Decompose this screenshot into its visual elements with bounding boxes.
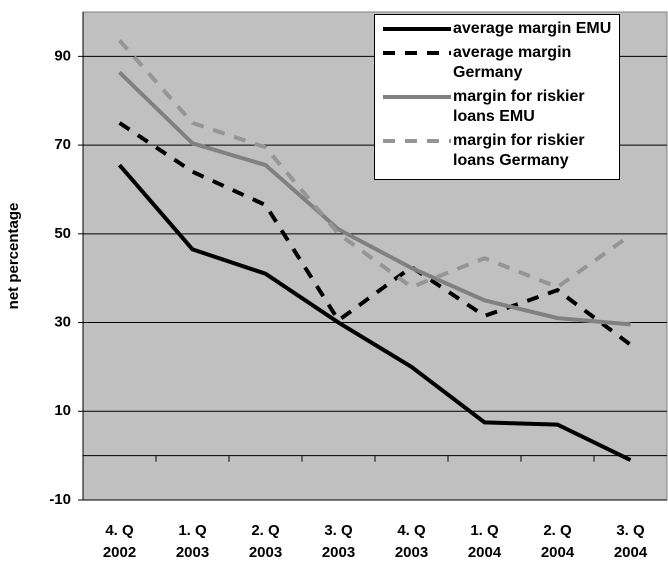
series-line xyxy=(117,163,632,462)
x-tick-label: 3. Q 2004 xyxy=(613,522,648,561)
legend-text: average margin EMU xyxy=(453,20,612,37)
series-line xyxy=(118,70,631,327)
legend: average margin EMU average margin Germany… xyxy=(374,14,620,180)
x-tick-label: 2. Q 2003 xyxy=(248,522,283,561)
x-tick-label: 4. Q 2003 xyxy=(394,522,429,561)
x-tick-label: 2. Q 2004 xyxy=(540,522,575,561)
legend-text: margin for riskier loans EMU xyxy=(453,88,585,125)
x-tick-label: 3. Q 2003 xyxy=(321,522,356,561)
y-tick-label: 70 xyxy=(54,136,71,153)
legend-item: margin for riskier loans Germany xyxy=(381,131,613,171)
legend-text: margin for riskier loans Germany xyxy=(453,132,585,169)
y-tick-label: 10 xyxy=(54,402,71,419)
legend-swatch xyxy=(383,27,451,31)
legend-item: average margin Germany xyxy=(381,43,613,83)
y-axis-label: net percentage xyxy=(5,203,22,310)
legend-swatch xyxy=(383,51,451,55)
y-tick-label: 50 xyxy=(54,225,71,242)
legend-swatch xyxy=(383,139,451,143)
series-line xyxy=(118,39,632,290)
x-tick-label: 1. Q 2003 xyxy=(175,522,210,561)
legend-text: average margin Germany xyxy=(453,44,572,81)
legend-item: average margin EMU xyxy=(381,19,613,39)
x-tick-label: 1. Q 2004 xyxy=(467,522,502,561)
legend-swatch xyxy=(383,95,451,99)
legend-item: margin for riskier loans EMU xyxy=(381,87,613,127)
y-tick-label: -10 xyxy=(49,491,71,508)
y-tick-label: 30 xyxy=(54,314,71,331)
y-tick-label: 90 xyxy=(54,47,71,64)
x-tick-label: 4. Q 2002 xyxy=(102,522,137,561)
